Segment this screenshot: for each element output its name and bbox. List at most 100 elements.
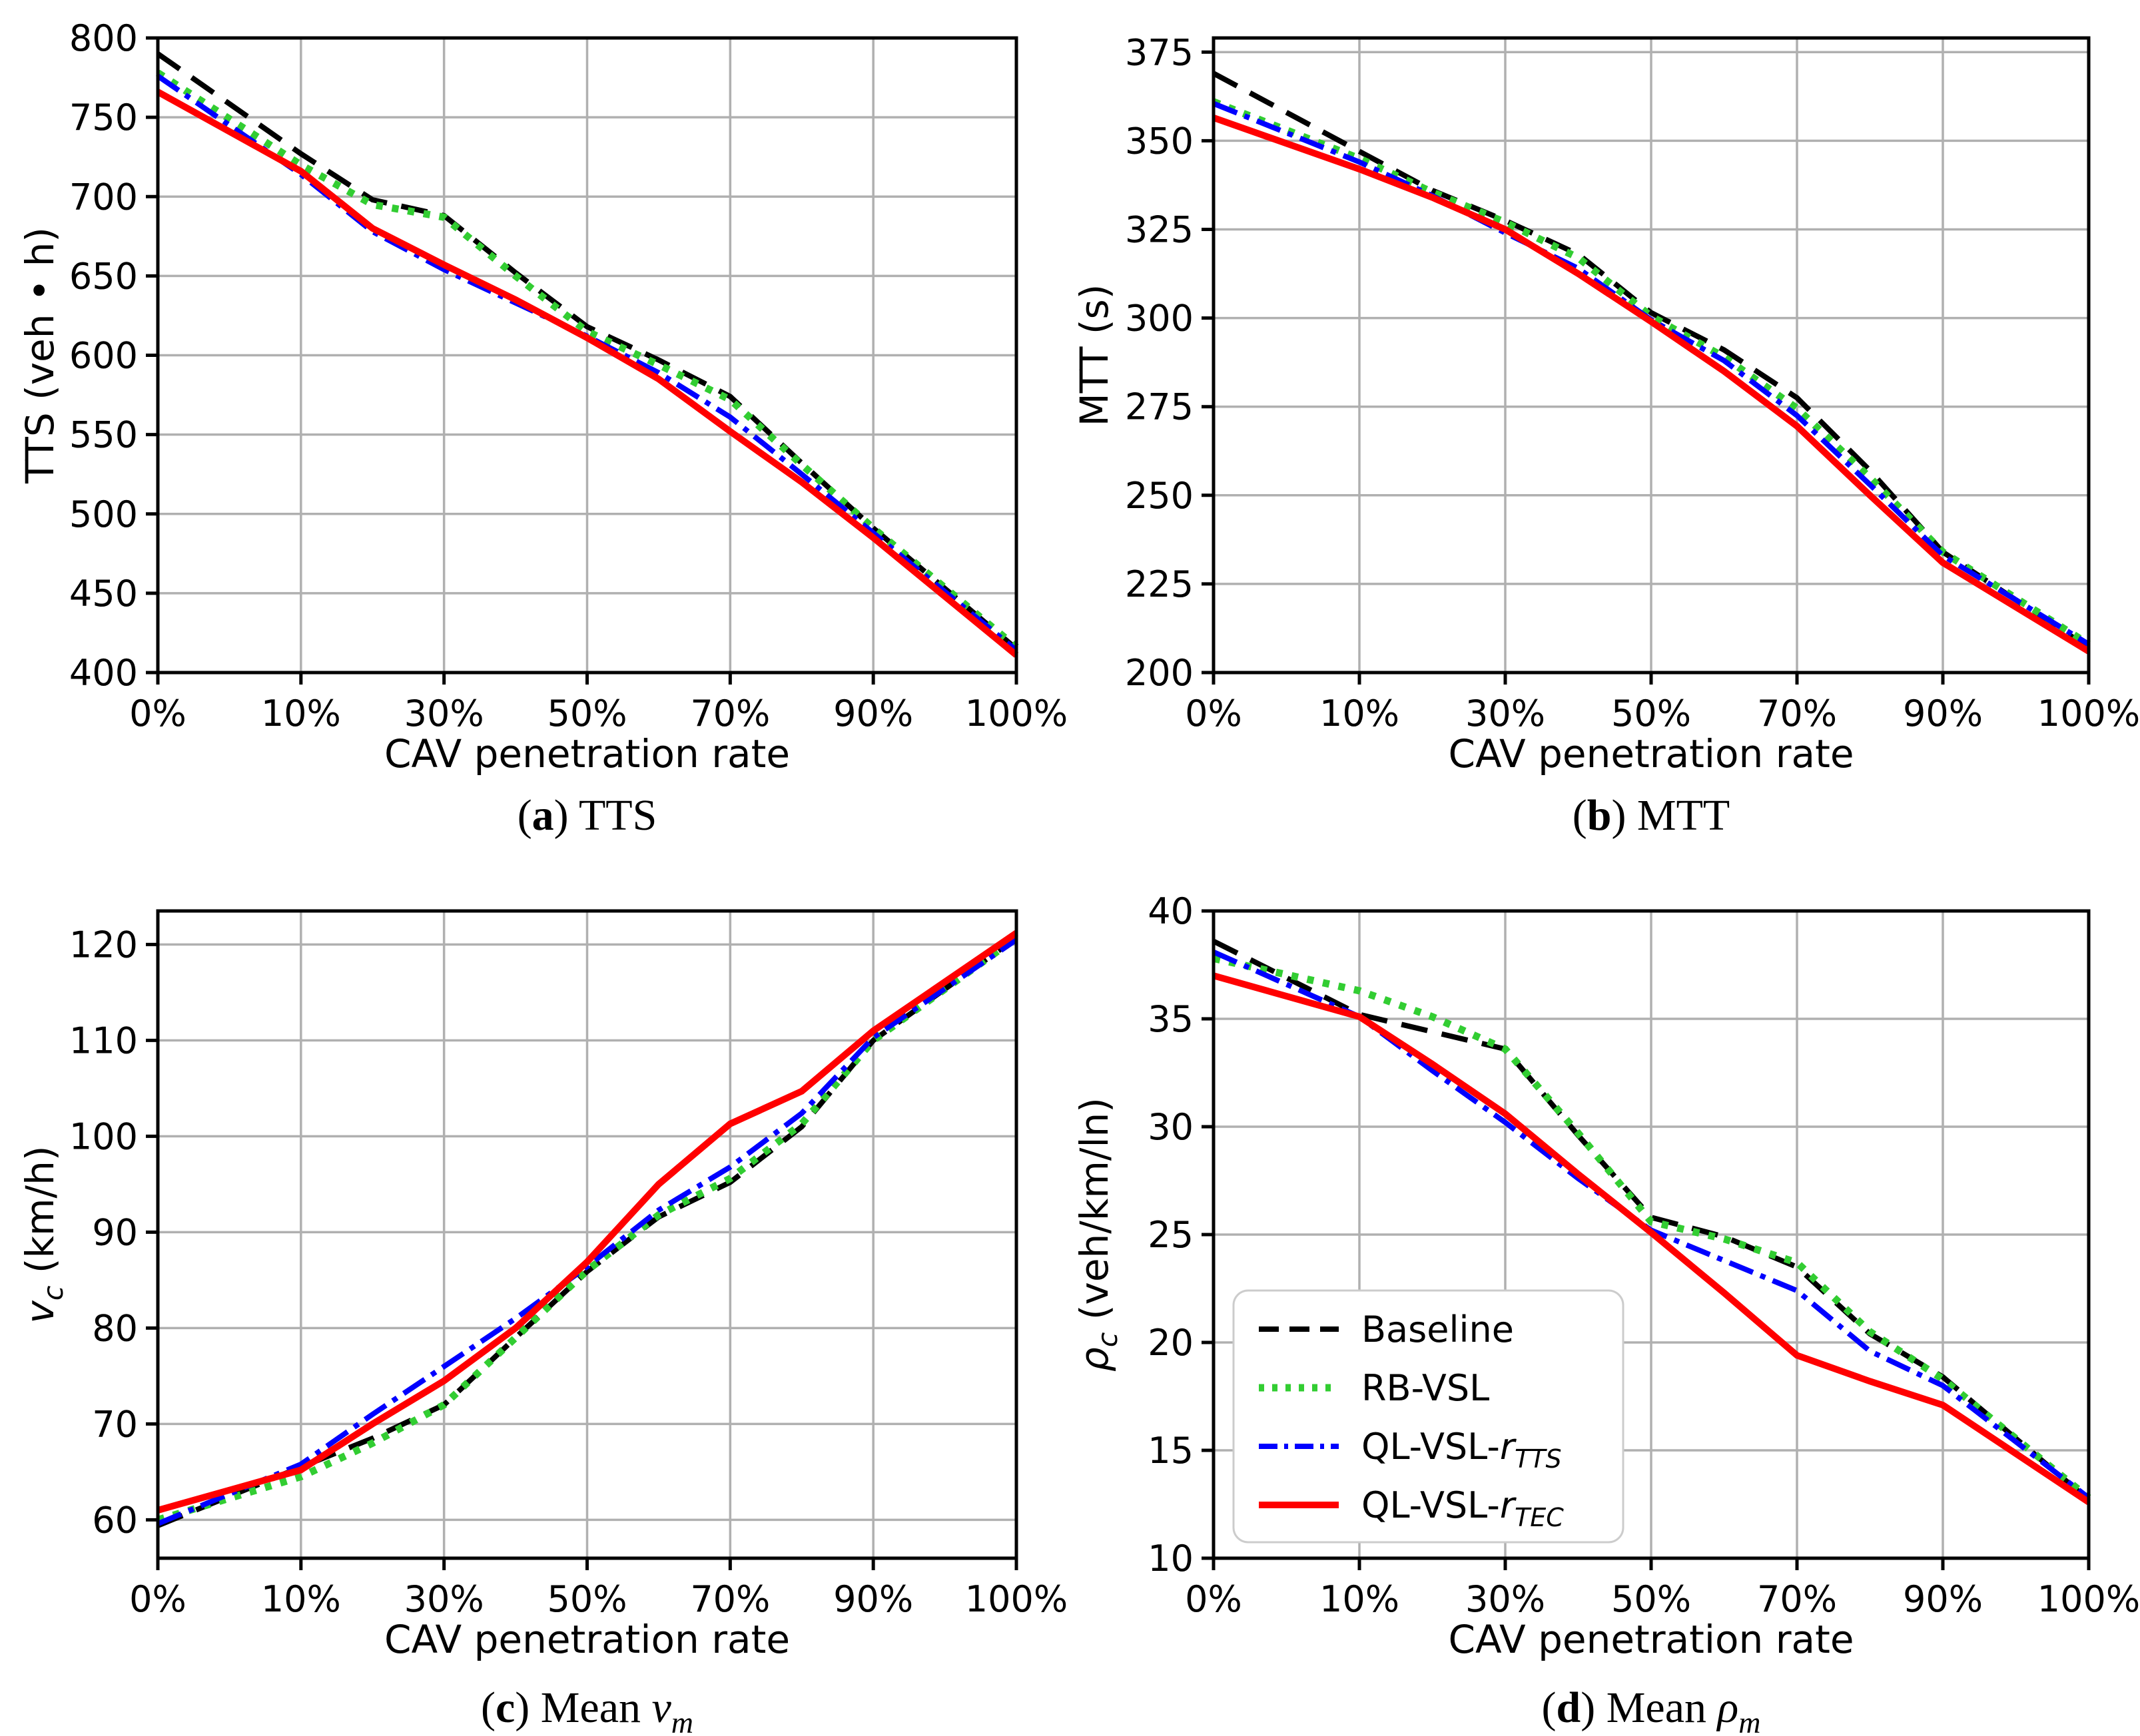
tick-marks <box>146 942 1018 1570</box>
y-tick-label: 35 <box>1148 998 1194 1040</box>
subplot-caption-d: (d) Mean ρm <box>1542 1683 1761 1736</box>
y-tick-label: 110 <box>69 1019 138 1061</box>
y-tick-label: 350 <box>1125 120 1194 162</box>
x-tick-label: 100% <box>965 693 1068 734</box>
y-tick-label: 275 <box>1125 386 1194 428</box>
y-tick-label: 70 <box>92 1403 138 1445</box>
x-tick-label: 10% <box>1319 1578 1399 1620</box>
y-tick-label: 500 <box>69 493 138 535</box>
y-tick-label: 10 <box>1148 1538 1194 1580</box>
x-tick-label: 30% <box>404 1578 484 1620</box>
y-axis-label: vc (km/h) <box>17 1146 69 1324</box>
x-tick-label: 30% <box>404 693 484 734</box>
x-tick-label: 30% <box>1465 1578 1545 1620</box>
chart-d: 0% 10% 30% 50% 70% 90% 100% 10 15 20 25 30 35 40 CAV p… <box>1072 890 2140 1736</box>
x-tick-label: 70% <box>690 1578 770 1620</box>
y-tick-label: 550 <box>69 414 138 456</box>
x-tick-label: 90% <box>1903 693 1983 734</box>
x-tick-label: 70% <box>1757 1578 1837 1620</box>
legend-item-ql_vsl_rtts: QL-VSL-rTTS <box>1259 1426 1562 1474</box>
chart-b: 0% 10% 30% 50% 70% 90% 100% 200 225 250 275 300 325 3… <box>1072 31 2140 840</box>
grid <box>157 37 1018 674</box>
x-tick-label: 10% <box>1319 693 1399 734</box>
y-tick-label: 100 <box>69 1115 138 1157</box>
y-tick-label: 200 <box>1125 652 1194 694</box>
series-ql_vsl_rtec-line <box>1212 972 2091 1505</box>
series-ql_vsl_rtec-line <box>156 89 1019 658</box>
subplot-caption-b: (b) MTT <box>1573 791 1730 840</box>
y-axis-label: MTT (s) <box>1072 284 1117 427</box>
series-ql_vsl_rtec-line <box>157 930 1018 1514</box>
x-tick-label: 90% <box>833 1578 913 1620</box>
y-tick-label: 20 <box>1148 1322 1194 1364</box>
legend-item-baseline: Baseline <box>1259 1308 1514 1350</box>
x-tick-label: 50% <box>1611 693 1691 734</box>
y-tick-label: 600 <box>69 335 138 377</box>
legend-item-ql_vsl_rtec: QL-VSL-rTEC <box>1259 1484 1564 1532</box>
series-rb_vsl-line <box>156 69 1019 651</box>
x-axis-label: CAV penetration rate <box>1449 1617 1854 1662</box>
y-tick-label: 750 <box>69 97 138 139</box>
chart-a: 0% 10% 30% 50% 70% 90% 100% 400 450 500 550 600 650 7… <box>17 17 1068 840</box>
grid <box>1212 38 2090 674</box>
legend-label: Baseline <box>1361 1308 1514 1350</box>
x-tick-label: 90% <box>833 693 913 734</box>
x-tick-label: 70% <box>1757 693 1837 734</box>
y-tick-label: 250 <box>1125 475 1194 517</box>
x-tick-label: 100% <box>2037 1578 2140 1620</box>
chart-c: 0% 10% 30% 50% 70% 90% 100% 60 70 80 90 100 110 120 CA… <box>17 909 1068 1736</box>
tick-marks <box>146 36 1018 685</box>
x-tick-label: 0% <box>1185 1578 1242 1620</box>
tick-marks <box>1202 50 2091 685</box>
series-ql_vsl_rtec-line <box>1212 115 2091 655</box>
y-tick-label: 120 <box>69 924 138 966</box>
series-rb_vsl-line <box>1212 954 2091 1501</box>
series-rb_vsl-line <box>157 934 1019 1524</box>
series-baseline-line <box>1212 938 2091 1502</box>
x-axis-label: CAV penetration rate <box>384 731 790 776</box>
y-axis-label: ρc (veh/km/ln) <box>1072 1097 1124 1372</box>
y-tick-label: 225 <box>1125 563 1194 605</box>
y-tick-label: 30 <box>1148 1106 1194 1148</box>
legend-box <box>1232 1289 1624 1544</box>
y-axis-label: TTS (veh • h) <box>17 227 63 484</box>
y-tick-label: 90 <box>92 1211 138 1253</box>
subplot-caption-c: (c) Mean vm <box>481 1683 693 1736</box>
y-tick-label: 375 <box>1125 31 1194 73</box>
y-tick-label: 300 <box>1125 298 1194 340</box>
y-tick-label: 700 <box>69 176 138 218</box>
y-tick-label: 400 <box>69 652 138 694</box>
y-tick-label: 325 <box>1125 208 1194 250</box>
x-tick-label: 0% <box>129 1578 186 1620</box>
subplot-caption-a: (a) TTS <box>518 791 657 840</box>
legend-label: QL-VSL-rTEC <box>1361 1484 1564 1532</box>
y-tick-label: 40 <box>1148 890 1194 932</box>
x-tick-label: 10% <box>261 1578 341 1620</box>
x-tick-label: 70% <box>690 693 770 734</box>
x-tick-label: 100% <box>965 1578 1068 1620</box>
y-tick-label: 80 <box>92 1307 138 1349</box>
x-axis-label: CAV penetration rate <box>384 1617 790 1662</box>
y-tick-label: 650 <box>69 255 138 297</box>
series-ql_vsl_rtts-line <box>157 937 1018 1526</box>
x-tick-label: 90% <box>1903 1578 1983 1620</box>
x-tick-label: 0% <box>129 693 186 734</box>
x-tick-label: 50% <box>547 1578 627 1620</box>
x-tick-label: 0% <box>1185 693 1242 734</box>
x-axis-label: CAV penetration rate <box>1449 731 1854 776</box>
y-tick-label: 25 <box>1148 1214 1194 1256</box>
x-tick-label: 10% <box>261 693 341 734</box>
legend-label: QL-VSL-rTTS <box>1361 1426 1562 1474</box>
y-tick-label: 450 <box>69 573 138 615</box>
x-tick-label: 30% <box>1465 693 1545 734</box>
x-tick-label: 50% <box>547 693 627 734</box>
tick-marks <box>1202 909 2091 1570</box>
y-tick-label: 800 <box>69 17 138 59</box>
x-tick-label: 100% <box>2037 693 2140 734</box>
legend-label: RB-VSL <box>1361 1367 1489 1409</box>
legend: Baseline RB-VSL QL-VSL-rTTS QL-VSL-rTEC <box>1232 1289 1624 1544</box>
grid <box>157 911 1018 1558</box>
legend-item-rb_vsl: RB-VSL <box>1259 1367 1489 1409</box>
y-tick-label: 15 <box>1148 1430 1194 1472</box>
